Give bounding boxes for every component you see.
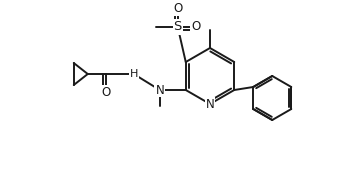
Text: H: H <box>130 69 138 79</box>
Text: O: O <box>191 20 201 33</box>
Text: S: S <box>174 20 182 33</box>
Text: N: N <box>156 83 164 96</box>
Text: O: O <box>173 2 183 15</box>
Text: O: O <box>101 86 111 99</box>
Text: N: N <box>206 98 214 111</box>
